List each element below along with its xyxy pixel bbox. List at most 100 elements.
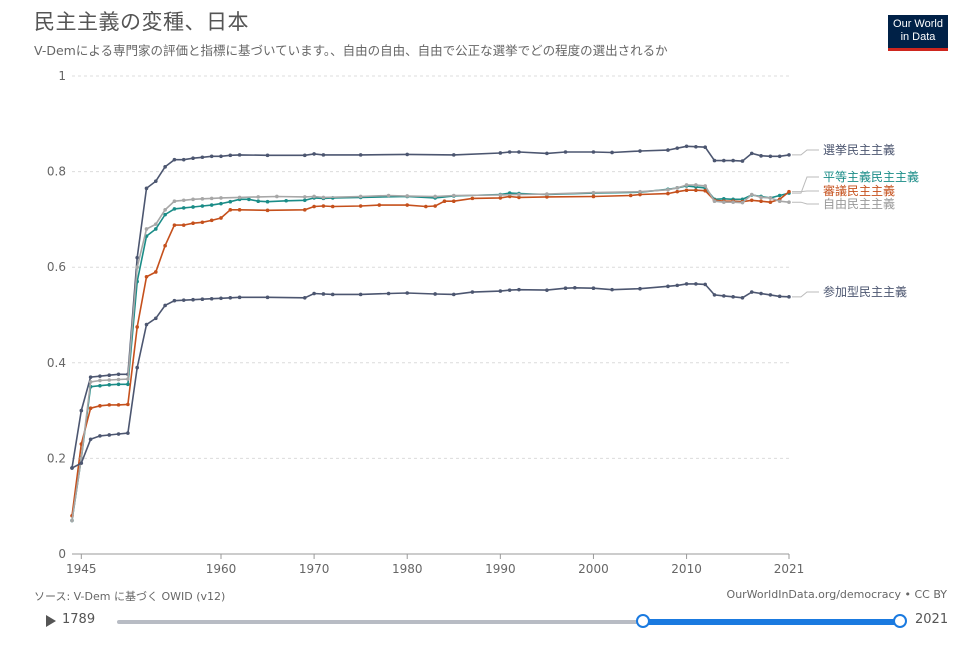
legend-connector — [792, 190, 819, 193]
data-point — [405, 291, 410, 295]
data-point — [135, 255, 139, 260]
y-tick-label: 0.8 — [47, 165, 66, 179]
data-point — [163, 208, 167, 212]
data-point — [666, 284, 670, 289]
data-point — [219, 216, 223, 220]
data-point — [98, 378, 102, 383]
data-point — [638, 286, 642, 291]
data-point — [749, 290, 754, 294]
data-point — [563, 150, 568, 154]
data-point — [302, 198, 307, 203]
data-point — [126, 382, 130, 387]
y-tick-label: 0 — [58, 547, 66, 561]
data-point — [181, 223, 186, 227]
data-point — [675, 146, 680, 150]
data-point — [256, 199, 261, 204]
data-point — [98, 434, 102, 438]
data-point — [302, 208, 307, 212]
x-tick-label: 1960 — [206, 562, 237, 576]
data-point — [107, 373, 112, 378]
data-point — [358, 194, 363, 199]
credit-link[interactable]: OurWorldInData.org/democracy • CC BY — [726, 588, 947, 601]
data-point — [684, 144, 689, 149]
data-point — [302, 153, 307, 158]
chart-subtitle: V-Demによる専門家の評価と指標に基づいています。、自由の自由、自由で公正な選… — [34, 43, 668, 58]
x-tick-label: 1990 — [485, 562, 516, 576]
data-point — [405, 152, 410, 157]
data-point — [144, 227, 149, 231]
data-point — [628, 193, 633, 198]
timeline-track[interactable] — [117, 620, 900, 624]
data-point — [731, 200, 735, 204]
timeline-end-handle[interactable] — [893, 614, 907, 628]
data-point — [144, 186, 149, 191]
data-point — [98, 383, 102, 388]
data-point — [228, 208, 233, 212]
y-tick-label: 0.2 — [47, 451, 66, 465]
data-point — [787, 189, 791, 194]
data-point — [191, 221, 195, 226]
data-point — [321, 204, 326, 208]
data-point — [545, 195, 549, 199]
data-point — [88, 406, 93, 411]
data-point — [563, 286, 568, 291]
data-point — [302, 295, 307, 300]
source-note[interactable]: ソース: V-Dem に基づく OWID (v12) — [34, 590, 226, 603]
data-point — [191, 197, 195, 202]
legend-label: 参加型民主主義 — [823, 284, 907, 299]
data-point — [777, 193, 782, 198]
data-point — [684, 282, 689, 286]
data-point — [219, 196, 223, 200]
data-point — [200, 220, 205, 225]
data-point — [740, 159, 745, 163]
data-point — [759, 291, 763, 296]
data-point — [126, 377, 130, 381]
timeline-start-handle[interactable] — [636, 614, 650, 628]
data-point — [228, 295, 233, 300]
data-point — [722, 158, 726, 163]
data-point — [517, 195, 521, 200]
data-point — [451, 292, 456, 297]
data-point — [237, 295, 242, 300]
legend-label: 審議民主主義 — [823, 183, 895, 198]
data-point — [70, 466, 74, 470]
data-point — [573, 285, 577, 290]
data-point — [275, 194, 279, 199]
data-point — [358, 292, 363, 297]
data-point — [237, 153, 242, 157]
data-point — [163, 303, 167, 308]
line-chart: 0 0.2 0.4 0.6 0.8 1 1945 1960 1970 1980 1990 2000 20… — [47, 69, 919, 576]
y-tick-label: 0.6 — [47, 260, 66, 274]
data-point — [154, 270, 158, 274]
timeline-start-year: 1789 — [62, 612, 96, 627]
x-tick-label: 2021 — [774, 562, 805, 576]
legend-connector — [792, 201, 819, 205]
legend-connector — [792, 176, 819, 194]
data-point — [126, 431, 130, 435]
data-point — [172, 199, 177, 204]
data-point — [321, 292, 326, 296]
data-point — [787, 200, 791, 204]
data-point — [209, 296, 214, 301]
data-point — [247, 197, 251, 202]
data-point — [675, 189, 680, 194]
data-point — [172, 223, 177, 227]
data-point — [703, 184, 707, 188]
owid-logo[interactable]: Our World in Data — [888, 15, 948, 51]
data-point — [321, 195, 326, 200]
data-point — [191, 297, 195, 302]
data-point — [265, 153, 270, 158]
data-point — [610, 287, 614, 292]
legend-connector — [792, 149, 819, 156]
data-point — [181, 198, 186, 203]
data-point — [163, 243, 167, 248]
timeline-selected-range[interactable] — [643, 619, 900, 625]
data-point — [759, 199, 763, 204]
logo-line-1: Our World — [893, 18, 943, 30]
data-point — [703, 188, 707, 193]
data-point — [731, 295, 735, 299]
timeline-slider[interactable]: 1789 2021 — [0, 606, 967, 636]
play-icon[interactable] — [46, 615, 56, 627]
data-point — [768, 200, 773, 204]
data-point — [684, 188, 689, 193]
